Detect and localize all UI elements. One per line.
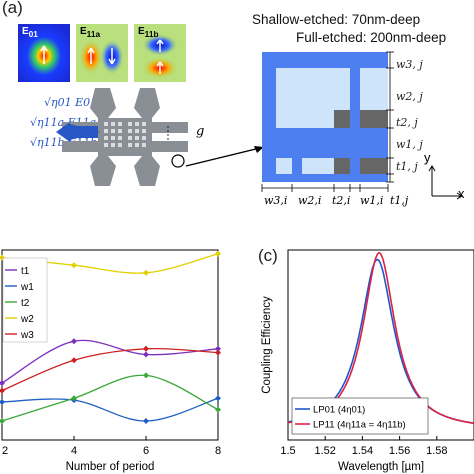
- data-point-w3: [71, 357, 77, 364]
- axis-x-label: x: [458, 186, 465, 201]
- unit-cell-diagram: [261, 51, 463, 200]
- plot-frame: [1, 249, 219, 441]
- data-point-t2: [0, 418, 5, 424]
- data-point-w1: [0, 399, 5, 405]
- grating-coupler-schematic: [56, 88, 188, 186]
- label-t2i: t2,i: [332, 194, 351, 207]
- x-axis-label: Wavelength [µm]: [338, 461, 424, 473]
- data-point-t1: [71, 338, 77, 345]
- legend-label-lp01: LP01 (4η01): [313, 405, 365, 416]
- label-t1j-bottom: t1,j: [390, 194, 409, 207]
- data-point-t2: [71, 395, 77, 402]
- data-point-w3: [143, 345, 149, 352]
- legend-label-w1: w1: [20, 282, 34, 293]
- x-tick-label: 1.5: [280, 445, 295, 457]
- data-point-w2: [0, 254, 5, 261]
- plot-frame: [287, 249, 474, 441]
- label-w2i: w2,i: [298, 194, 322, 207]
- legend-label-w3: w3: [20, 330, 34, 341]
- legend-label-t1: t1: [21, 266, 30, 277]
- label-w3i: w3,i: [264, 194, 288, 207]
- x-axis-label: Number of period: [66, 461, 155, 473]
- data-point-w2: [71, 262, 77, 269]
- annotation-shallow-etched: Shallow-etched: 70nm-deep: [252, 12, 421, 27]
- label-w1i: w1,i: [360, 194, 384, 207]
- panel-a-label: (a): [2, 0, 23, 17]
- label-w3j: w3, j: [396, 58, 423, 71]
- mode-e01-label: E01: [22, 26, 38, 39]
- x-tick-label: 1.52: [314, 445, 335, 457]
- data-point-w1: [215, 395, 221, 402]
- x-tick-label: 1.56: [389, 445, 410, 457]
- data-point-t1: [143, 351, 149, 358]
- label-w1j: w1, j: [396, 138, 423, 151]
- period-chart: 2 4 6 8 Number of period t1 w1 t2 w2 w3: [0, 249, 221, 473]
- panel-c-label: (c): [258, 246, 278, 265]
- zoom-arrow: [185, 146, 264, 167]
- axis-y-label: y: [424, 150, 431, 165]
- data-point-w2: [143, 269, 149, 276]
- x-tick-label: 1.54: [352, 445, 373, 457]
- legend-label-lp11: LP11 (4η11a = 4η11b): [313, 420, 406, 431]
- y-axis-label: Coupling Efficiency: [261, 296, 273, 394]
- data-point-t1: [0, 380, 5, 386]
- x-tick-label: 1.58: [426, 445, 447, 457]
- legend-label-w2: w2: [20, 314, 34, 325]
- equation-e01: √η01 E01,: [44, 96, 101, 109]
- data-point-t2: [143, 372, 149, 379]
- series-line-t1: [0, 339, 219, 385]
- legend-label-t2: t2: [21, 298, 30, 309]
- data-point-w2: [215, 250, 221, 257]
- legend-box: [2, 257, 48, 343]
- data-point-t1: [215, 345, 221, 352]
- gap-label: g: [196, 124, 205, 139]
- data-point-w3: [215, 349, 221, 356]
- x-tick-label: 2: [2, 445, 8, 457]
- series-line-w3: [0, 347, 219, 393]
- label-t2j: t2, j: [396, 116, 418, 129]
- series-line-w1: [0, 397, 219, 422]
- label-t1j: t1, j: [396, 160, 418, 173]
- data-point-t2: [215, 406, 221, 413]
- x-tick-label: 4: [71, 445, 77, 457]
- mode-field-images: [18, 24, 186, 82]
- data-point-w1: [143, 418, 149, 424]
- x-tick-label: 6: [143, 445, 149, 457]
- legend-box: [291, 397, 429, 435]
- series-line-t2: [0, 374, 219, 423]
- x-tick-label: 8: [215, 445, 221, 457]
- mode-e11b-label: E11b: [138, 26, 159, 39]
- data-point-w3: [0, 387, 5, 394]
- annotation-full-etched: Full-etched: 200nm-deep: [296, 30, 447, 45]
- label-w2j: w2, j: [396, 90, 423, 103]
- mode-e11a-label: E11a: [80, 26, 101, 39]
